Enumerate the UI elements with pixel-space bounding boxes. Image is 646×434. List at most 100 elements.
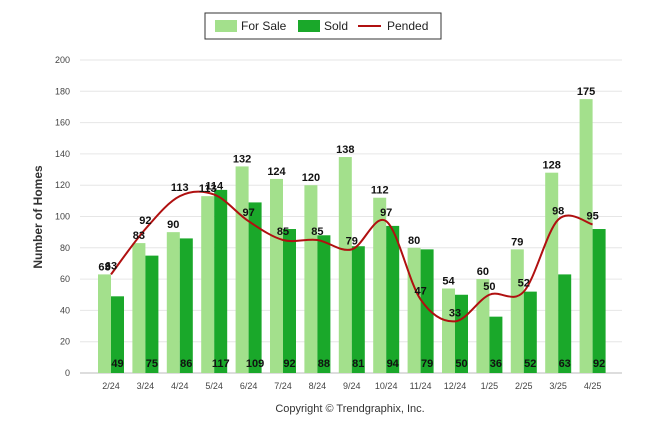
- data-label-sold: 117: [212, 358, 230, 370]
- x-tick-label: 3/25: [549, 381, 567, 391]
- x-tick-label: 10/24: [375, 381, 398, 391]
- bar-for-sale: [270, 178, 283, 373]
- bar-sold: [283, 229, 296, 373]
- data-label-sold: 49: [111, 358, 123, 370]
- bar-sold: [592, 229, 606, 373]
- x-tick-label: 8/24: [309, 381, 327, 391]
- data-label-sold: 50: [455, 358, 467, 370]
- data-label-for-sale: 124: [267, 166, 286, 178]
- y-tick-label: 100: [55, 212, 70, 222]
- y-tick-label: 80: [60, 243, 70, 253]
- x-tick-label: 12/24: [444, 381, 467, 391]
- data-label-pended: 85: [277, 226, 289, 238]
- bar-for-sale: [510, 249, 524, 373]
- data-label-for-sale: 83: [133, 230, 145, 242]
- bar-for-sale: [132, 243, 146, 373]
- y-tick-label: 40: [60, 305, 70, 315]
- data-label-pended: 97: [380, 207, 392, 219]
- y-axis: 0 20 40 60 80 100 120 140 160 180 200: [55, 55, 70, 378]
- bar-for-sale: [476, 279, 490, 373]
- y-tick-label: 20: [60, 337, 70, 347]
- bar-for-sale: [442, 288, 455, 373]
- data-label-pended: 52: [518, 278, 530, 290]
- legend-label-pended: Pended: [387, 19, 428, 33]
- data-label-pended: 97: [242, 207, 254, 219]
- data-label-sold: 92: [593, 358, 605, 370]
- bar-for-sale: [98, 274, 111, 373]
- x-tick-label: 9/24: [343, 381, 361, 391]
- bar-sold: [214, 189, 228, 373]
- bar-sold: [386, 225, 400, 373]
- y-tick-label: 180: [55, 86, 70, 96]
- data-label-pended: 92: [139, 215, 151, 227]
- copyright-credit: Copyright © Trendgraphix, Inc.: [275, 403, 424, 415]
- data-label-for-sale: 128: [543, 160, 561, 172]
- legend-swatch-sold: [298, 20, 320, 32]
- data-label-sold: 86: [180, 358, 192, 370]
- bar-for-sale: [235, 166, 249, 373]
- x-tick-label: 1/25: [481, 381, 499, 391]
- bars: [98, 99, 606, 373]
- bar-for-sale: [304, 185, 318, 373]
- y-tick-label: 0: [65, 368, 70, 378]
- data-label-for-sale: 80: [408, 235, 420, 247]
- legend-label-sold: Sold: [324, 19, 348, 33]
- data-label-for-sale: 120: [302, 172, 320, 184]
- data-label-for-sale: 175: [577, 86, 595, 98]
- bar-sold: [179, 238, 193, 373]
- bar-sold: [420, 249, 434, 373]
- x-tick-label: 4/24: [171, 381, 189, 391]
- x-tick-label: 2/25: [515, 381, 533, 391]
- data-label-for-sale: 113: [199, 183, 217, 195]
- pended-line: [110, 190, 593, 323]
- bar-for-sale: [579, 99, 593, 373]
- bar-sold: [523, 291, 537, 373]
- x-axis: 2/24 3/24 4/24 5/24 6/24 7/24 8/24 9/24 10/24 11/…: [102, 381, 601, 391]
- data-label-pended: 114: [205, 181, 224, 193]
- legend-swatch-for-sale: [215, 20, 237, 32]
- x-tick-label: 3/24: [137, 381, 155, 391]
- y-tick-label: 60: [60, 274, 70, 284]
- data-label-pended: 85: [311, 226, 323, 238]
- data-labels: 63 49 83 75 90 86 113 117 132 109 124 92 120 88 138 81 1…: [98, 86, 605, 370]
- legend-box: [204, 12, 442, 40]
- bar-sold: [558, 274, 572, 373]
- y-tick-label: 120: [55, 180, 70, 190]
- data-label-sold: 63: [559, 358, 571, 370]
- data-label-for-sale: 132: [233, 153, 251, 165]
- legend[interactable]: For Sale Sold Pended: [204, 12, 442, 40]
- data-label-pended: 47: [414, 285, 426, 297]
- data-label-pended: 50: [483, 281, 495, 293]
- bar-sold: [248, 202, 262, 373]
- data-label-sold: 94: [387, 358, 400, 370]
- bar-for-sale: [373, 197, 387, 373]
- bar-sold: [145, 255, 159, 373]
- data-label-sold: 81: [352, 358, 364, 370]
- pended-line-path: [110, 190, 593, 323]
- data-label-for-sale: 79: [511, 236, 523, 248]
- bar-for-sale: [338, 157, 352, 373]
- data-label-for-sale: 60: [477, 266, 489, 278]
- bar-sold: [317, 235, 331, 373]
- data-label-sold: 109: [246, 358, 264, 370]
- data-label-for-sale: 54: [442, 275, 455, 287]
- bar-for-sale: [407, 247, 421, 373]
- bar-for-sale: [166, 232, 180, 373]
- y-tick-label: 200: [55, 55, 70, 65]
- data-label-sold: 75: [146, 358, 158, 370]
- x-tick-label: 7/24: [274, 381, 292, 391]
- y-tick-label: 140: [55, 149, 70, 159]
- bar-sold: [351, 246, 365, 373]
- x-tick-label: 4/25: [584, 381, 602, 391]
- bar-for-sale: [545, 172, 559, 373]
- y-tick-label: 160: [55, 118, 70, 128]
- data-label-for-sale: 63: [98, 261, 110, 273]
- data-label-sold: 52: [524, 358, 536, 370]
- data-label-pended: 79: [346, 235, 358, 247]
- bar-sold: [111, 296, 124, 373]
- x-tick-label: 6/24: [240, 381, 258, 391]
- y-axis-label: Number of Homes: [31, 165, 45, 269]
- x-tick-label: 5/24: [205, 381, 223, 391]
- data-label-for-sale: 112: [371, 185, 389, 197]
